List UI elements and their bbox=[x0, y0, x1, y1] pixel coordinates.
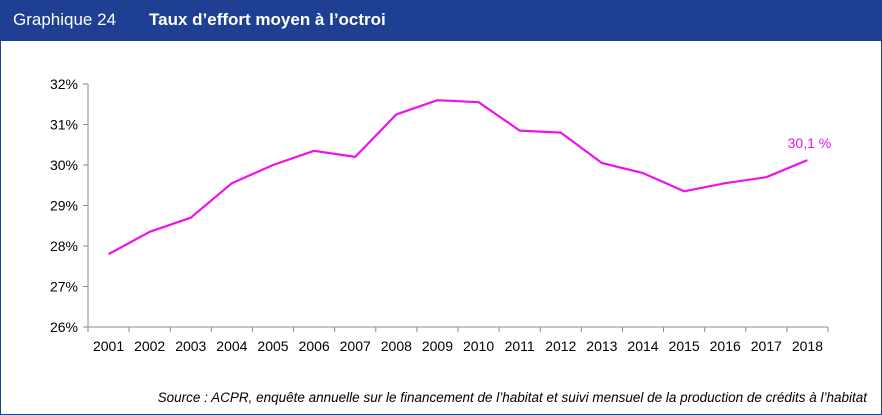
x-tick-label: 2015 bbox=[669, 338, 700, 354]
chart-header: Graphique 24 Taux d’effort moyen à l’oct… bbox=[1, 1, 881, 41]
x-tick-label: 2007 bbox=[340, 338, 371, 354]
x-tick-label: 2003 bbox=[175, 338, 206, 354]
chart-title: Taux d’effort moyen à l’octroi bbox=[149, 10, 386, 29]
chart-number: Graphique 24 bbox=[13, 10, 117, 29]
x-tick-label: 2018 bbox=[792, 338, 823, 354]
x-tick-label: 2004 bbox=[216, 338, 247, 354]
y-tick-label: 31% bbox=[50, 117, 78, 133]
x-tick-label: 2014 bbox=[627, 338, 658, 354]
x-tick-label: 2017 bbox=[751, 338, 782, 354]
source-note: Source : ACPR, enquête annuelle sur le f… bbox=[157, 390, 867, 405]
x-tick-label: 2012 bbox=[545, 338, 576, 354]
x-tick-label: 2002 bbox=[134, 338, 165, 354]
x-tick-label: 2016 bbox=[710, 338, 741, 354]
x-tick-label: 2009 bbox=[422, 338, 453, 354]
chart-series bbox=[108, 99, 808, 256]
x-tick-label: 2005 bbox=[257, 338, 288, 354]
x-tick-label: 2006 bbox=[299, 338, 330, 354]
y-tick-label: 29% bbox=[50, 198, 78, 214]
line-chart: 26% 27% 28% 29% 30% 31% 32% 2001 2002 2003 2004 200… bbox=[50, 76, 832, 354]
chart-axes bbox=[87, 84, 828, 328]
y-tick-label: 32% bbox=[50, 76, 78, 92]
x-tick-label: 2013 bbox=[586, 338, 617, 354]
x-tick-label: 2001 bbox=[93, 338, 124, 354]
data-label: 30,1 % bbox=[788, 135, 832, 151]
x-tick-label: 2010 bbox=[463, 338, 494, 354]
y-tick-label: 26% bbox=[50, 319, 78, 335]
y-tick-label: 30% bbox=[50, 157, 78, 173]
series-line bbox=[108, 99, 808, 256]
chart-labels: 30,1 % bbox=[788, 135, 832, 151]
x-tick-label: 2008 bbox=[381, 338, 412, 354]
y-tick-label: 27% bbox=[50, 279, 78, 295]
x-tick-label: 2011 bbox=[505, 338, 535, 354]
chart-ticks: 26% 27% 28% 29% 30% 31% 32% 2001 2002 2003 2004 200… bbox=[50, 76, 829, 354]
y-tick-label: 28% bbox=[50, 238, 78, 254]
